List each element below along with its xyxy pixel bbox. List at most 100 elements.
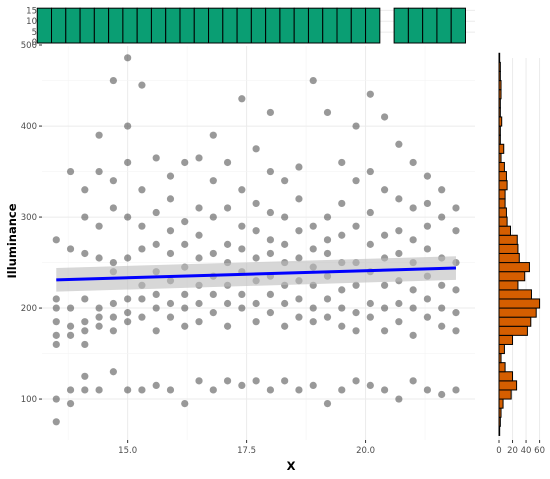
data-point [352, 281, 360, 289]
right-histogram-bar [498, 61, 501, 72]
data-point [109, 313, 117, 321]
top-histogram-bar [436, 7, 452, 44]
data-point [395, 195, 403, 203]
y-axis-ticks: 100 200 300 400 [21, 122, 42, 405]
data-point [223, 240, 232, 248]
data-point [66, 400, 75, 408]
data-point [438, 322, 446, 330]
data-point [395, 140, 403, 148]
data-point [166, 249, 175, 258]
data-point [166, 172, 175, 180]
right-tick-label: 40 [521, 446, 532, 456]
data-point [352, 222, 360, 230]
data-point [338, 322, 346, 330]
top-tick-label: 0 [32, 38, 37, 48]
data-point [295, 386, 303, 394]
data-point [295, 295, 303, 303]
right-histogram-bar [498, 280, 519, 291]
data-point [95, 386, 103, 394]
data-point [395, 299, 403, 308]
data-point [195, 299, 203, 308]
data-point [195, 154, 203, 162]
data-point [395, 318, 403, 326]
data-point [152, 327, 160, 335]
data-point [452, 204, 460, 212]
data-point [223, 322, 232, 330]
trend-line [56, 266, 457, 282]
right-histogram-bar [498, 416, 501, 427]
top-histogram-bar [208, 7, 224, 44]
top-histogram-bar [422, 7, 438, 44]
data-point [124, 254, 132, 262]
data-point [181, 240, 189, 248]
data-point [138, 386, 146, 394]
data-point [81, 372, 89, 380]
top-histogram-bar [407, 7, 424, 44]
top-tick-label: 10 [26, 17, 37, 27]
data-point [195, 377, 203, 385]
data-point [266, 290, 274, 299]
data-point [66, 304, 75, 312]
data-point [338, 158, 346, 167]
data-point [366, 299, 374, 308]
data-point [380, 327, 389, 335]
top-histogram-bar [450, 7, 466, 44]
right-histogram-bar [498, 407, 502, 418]
data-point [409, 286, 417, 294]
data-point [352, 177, 360, 185]
data-point [209, 131, 217, 139]
data-point [423, 172, 432, 180]
data-point [124, 213, 132, 221]
data-point [181, 158, 189, 167]
data-point [281, 299, 289, 308]
right-histogram-bar [498, 98, 501, 109]
data-point [223, 158, 232, 167]
right-histogram-bar [498, 134, 501, 145]
data-point [438, 213, 446, 221]
data-point [238, 95, 246, 103]
top-histogram-bar [265, 7, 281, 44]
data-point [423, 199, 432, 208]
data-point [266, 167, 274, 176]
data-point [309, 318, 317, 326]
data-point [138, 245, 146, 253]
right-histogram-bar [498, 161, 505, 173]
data-point [52, 418, 60, 426]
right-histogram-bar [498, 353, 502, 364]
top-histogram-bar [136, 7, 152, 44]
data-point [366, 313, 374, 321]
top-tick-label: 500 [21, 41, 37, 51]
data-point [281, 213, 289, 221]
data-point [124, 158, 132, 167]
data-point [366, 240, 374, 248]
top-histogram-bar [307, 7, 324, 44]
data-point [81, 186, 89, 194]
right-histogram-bar [498, 371, 514, 382]
right-histogram-bar [498, 189, 506, 200]
data-point [138, 295, 146, 303]
data-point [409, 331, 417, 339]
scatter-points [52, 54, 460, 426]
data-point [323, 213, 332, 221]
right-histogram-bar [498, 225, 511, 236]
right-histogram-bar [498, 234, 518, 245]
data-point [266, 236, 274, 244]
top-histogram-bar [365, 7, 381, 44]
data-point [95, 304, 103, 312]
data-point [95, 167, 103, 176]
data-point [152, 381, 160, 390]
data-point [281, 240, 289, 248]
data-point [109, 368, 117, 376]
data-point [266, 309, 274, 317]
data-point [152, 154, 160, 162]
data-point [52, 331, 60, 339]
data-point [52, 318, 60, 326]
data-point [452, 227, 460, 235]
data-point [166, 313, 175, 321]
data-point [81, 318, 89, 326]
data-point [138, 222, 146, 230]
data-point [323, 313, 332, 321]
data-point [109, 258, 117, 267]
data-point [423, 222, 432, 230]
data-point [323, 400, 332, 408]
